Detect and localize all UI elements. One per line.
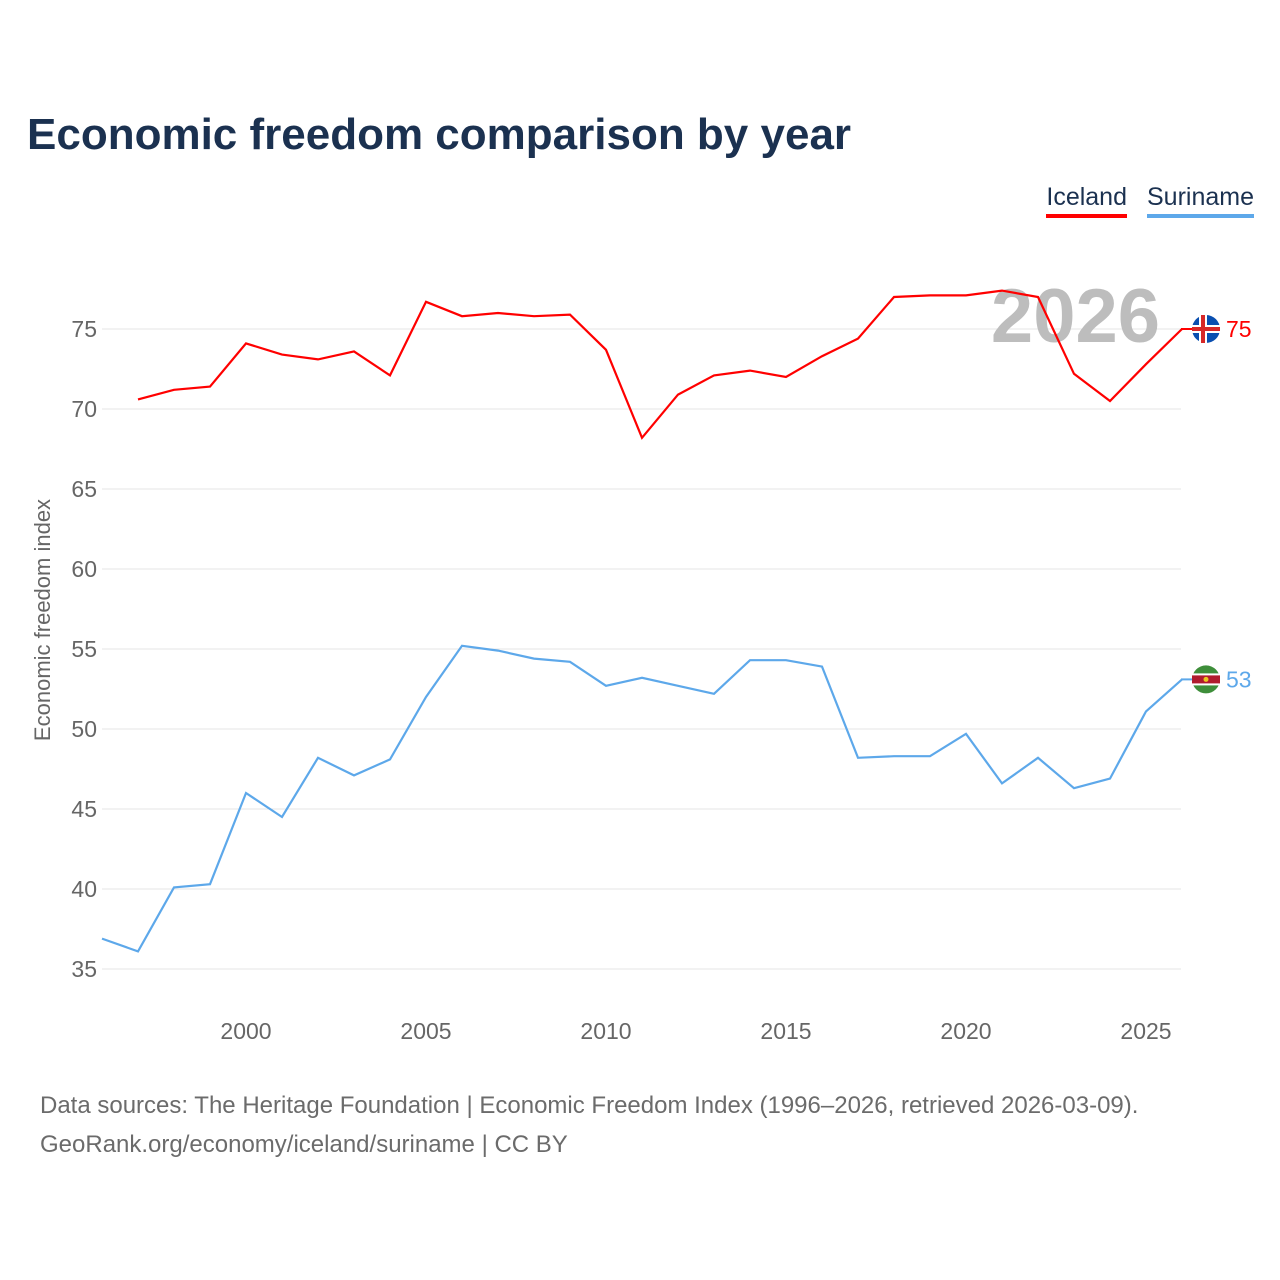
x-tick-label: 2010 [580,1018,631,1044]
x-tick-label: 2020 [940,1018,991,1044]
flag-cross [1192,327,1220,331]
y-tick-label: 55 [71,636,97,662]
legend-suriname[interactable]: Suriname [1147,183,1254,218]
series-line-iceland [137,289,1183,440]
y-tick-label: 65 [71,476,97,502]
series-line-suriname [101,644,1183,953]
end-value-label: 53 [1226,666,1252,692]
y-tick-label: 75 [71,316,97,342]
x-tick-label: 2005 [400,1018,451,1044]
source-link[interactable]: GeoRank.org/economy/iceland/suriname | C… [40,1131,568,1158]
y-tick-label: 60 [71,556,97,582]
y-tick-label: 40 [71,876,97,902]
legend-iceland[interactable]: Iceland [1046,183,1127,218]
y-tick-label: 35 [71,956,97,982]
flag-cross [1201,315,1205,343]
flag-star [1203,676,1209,682]
footer: Data sources: The Heritage Foundation | … [40,1086,1138,1164]
x-tick-label: 2015 [760,1018,811,1044]
year-watermark: 2026 [991,274,1160,359]
source-text: Data sources: The Heritage Foundation | … [40,1092,1139,1119]
end-value-label: 75 [1226,316,1252,342]
legend: Iceland Suriname [1046,183,1254,218]
x-tick-label: 2000 [220,1018,271,1044]
y-tick-label: 50 [71,716,97,742]
y-axis-label: Economic freedom index [30,499,55,741]
x-tick-label: 2025 [1120,1018,1171,1044]
y-tick-label: 70 [71,396,97,422]
y-tick-label: 45 [71,796,97,822]
chart-title: Economic freedom comparison by year [27,110,852,159]
